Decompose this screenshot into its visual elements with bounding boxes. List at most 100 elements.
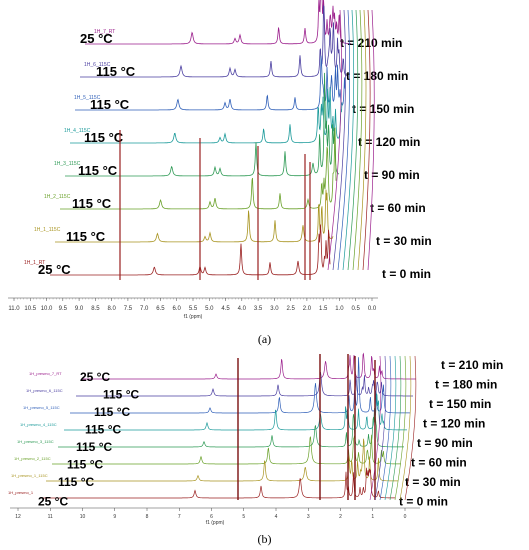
multiplet-line xyxy=(357,9,367,271)
time-label: t = 30 min xyxy=(376,234,432,248)
spectrum-label: 1H_presmo_4_115C xyxy=(20,422,57,427)
multiplet-line xyxy=(347,9,359,271)
multiplet-line xyxy=(379,355,392,501)
temperature-label: 115 °C xyxy=(96,64,136,79)
x-tick-label: 1.5 xyxy=(319,306,328,312)
spectrum-label: 1H_presmo_1_115C xyxy=(11,473,48,478)
temperature-label: 115 °C xyxy=(72,196,112,211)
spectrum-label: 1H_presmo_3_115C xyxy=(17,439,54,444)
spectrum-8: 1H_presmo_1 xyxy=(8,467,395,499)
multiplet-line xyxy=(352,9,363,271)
time-label: t = 60 min xyxy=(370,201,426,215)
time-label: t = 90 min xyxy=(417,436,473,450)
temperature-label: 115 °C xyxy=(66,229,106,244)
multiplet-line xyxy=(369,355,382,501)
spectrum-trace xyxy=(46,438,398,482)
spectrum-label: 1H_presmo_7_RT xyxy=(29,371,62,376)
x-tick-label: 8.0 xyxy=(107,306,116,312)
time-label: t = 150 min xyxy=(352,102,414,116)
x-tick-label: 11 xyxy=(48,514,53,520)
spectrum-label: 1H_6_115C xyxy=(84,62,111,68)
x-tick-label: 7.0 xyxy=(140,306,149,312)
temperature-label: 25 °C xyxy=(38,262,71,277)
spectrum-6: 1H_presmo_2_115C xyxy=(14,434,401,465)
spectrum-trace xyxy=(52,434,401,465)
time-label: t = 210 min xyxy=(340,36,402,50)
spectrum-label: 1H_1_115C xyxy=(34,227,61,233)
temperature-label: 25 °C xyxy=(80,370,110,384)
multiplet-cascade xyxy=(327,9,375,271)
multiplet-line xyxy=(394,355,407,501)
spectrum-trace xyxy=(60,127,337,210)
spectrum-2: 1H_presmo_6_115C xyxy=(26,372,413,397)
x-tick-label: 8.5 xyxy=(91,306,100,312)
temperature-label: 115 °C xyxy=(85,423,121,437)
spectrum-trace xyxy=(65,72,340,177)
panel-a: 1H_7_RT 25 °C t = 210 min 1H_6_115C 115 °C t … xyxy=(8,0,432,320)
time-label: t = 30 min xyxy=(405,475,461,489)
x-tick-label: 9 xyxy=(113,514,116,520)
x-tick-label: 7 xyxy=(178,514,181,520)
spectrum-trace xyxy=(80,5,349,78)
multiplet-line xyxy=(384,355,397,501)
multiplet-line xyxy=(367,9,375,271)
time-label: t = 0 min xyxy=(382,267,431,281)
x-tick-label: 9.5 xyxy=(59,306,68,312)
x-tick-label: 10.0 xyxy=(41,306,53,312)
time-label: t = 150 min xyxy=(429,397,491,411)
x-tick-label: 2.0 xyxy=(303,306,312,312)
multiplet-line xyxy=(389,355,402,501)
x-tick-label: 2 xyxy=(339,514,342,520)
multiplet-line xyxy=(399,355,412,501)
spectrum-label: 1H_presmo_2_115C xyxy=(14,456,51,461)
spectrum-label: 1H_7_RT xyxy=(94,29,115,35)
spectrum-4: 1H_presmo_4_115C xyxy=(20,393,407,431)
spectrum-trace xyxy=(85,0,351,45)
spectrum-trace xyxy=(70,87,343,144)
panel-b-spectra: 1H_presmo_7_RT 1H_presmo_6_115C 1H_presmo_… xyxy=(8,352,503,526)
multiplet-cascade xyxy=(369,355,417,501)
spectrum-label: 1H_presmo_5_115C xyxy=(23,405,60,410)
spectrum-3: 1H_presmo_5_115C xyxy=(23,357,411,414)
spectrum-1: 1H_presmo_7_RT xyxy=(29,352,416,380)
time-label: t = 60 min xyxy=(411,456,467,470)
temperature-label: 115 °C xyxy=(103,388,139,402)
x-tick-label: 1 xyxy=(371,514,374,520)
temperature-label: 115 °C xyxy=(94,405,130,419)
x-tick-label: 6.0 xyxy=(173,306,182,312)
time-label: t = 180 min xyxy=(435,378,497,392)
spectrum-trace xyxy=(58,406,404,448)
spectrum-trace xyxy=(76,372,413,397)
temperature-label: 115 °C xyxy=(78,163,118,178)
spectrum-trace xyxy=(50,224,331,276)
spectrum-label: 1H_presmo_1 xyxy=(8,490,34,495)
time-label: t = 0 min xyxy=(399,495,448,509)
time-label: t = 120 min xyxy=(423,417,485,431)
spectrum-trace xyxy=(70,357,411,414)
temperature-label: 115 °C xyxy=(67,458,103,472)
spectrum-label: 1H_1_RT xyxy=(24,260,45,266)
x-tick-label: 3.0 xyxy=(270,306,279,312)
x-tick-label: 5.5 xyxy=(189,306,198,312)
multiplet-line xyxy=(327,9,342,271)
spectrum-trace xyxy=(55,189,334,243)
multiplet-line xyxy=(342,9,355,271)
spectrum-5: 1H_presmo_3_115C xyxy=(17,406,404,448)
x-tick-label: 2.5 xyxy=(286,306,295,312)
x-tick-label: 6.5 xyxy=(156,306,165,312)
spectrum-6: 1H_2_115C 115 °C t = 60 min xyxy=(44,127,426,215)
temperature-label: 25 °C xyxy=(80,31,113,46)
spectrum-label: 1H_2_115C xyxy=(44,194,71,200)
x-tick-label: 7.5 xyxy=(124,306,133,312)
x-tick-label: 11.0 xyxy=(8,306,20,312)
multiplet-line xyxy=(404,355,417,501)
temperature-label: 25 °C xyxy=(38,495,68,509)
temperature-label: 115 °C xyxy=(76,440,112,454)
spectrum-label: 1H_3_115C xyxy=(54,161,81,167)
time-label: t = 90 min xyxy=(364,168,420,182)
x-tick-label: 4.5 xyxy=(221,306,230,312)
time-label: t = 210 min xyxy=(441,358,503,372)
